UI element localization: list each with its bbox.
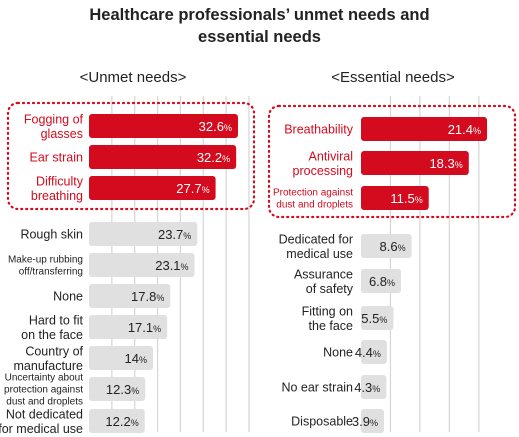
chart-title-line-1: Healthcare professionals’ unmet needs an… bbox=[89, 6, 430, 24]
essential-panel: <Essential needs> 21.4% Breathability 18.3%… bbox=[267, 69, 517, 433]
unmet-category-label: Ear strain bbox=[30, 151, 84, 165]
essential-value-label: 8.6% bbox=[380, 239, 406, 254]
essential-value-label: 21.4% bbox=[448, 122, 481, 137]
unmet-category-label: Make-up rubbing off/transferring bbox=[8, 255, 83, 278]
unmet-category-label: Rough skin bbox=[20, 228, 83, 242]
unmet-bar bbox=[89, 114, 238, 138]
unmet-bar bbox=[89, 346, 153, 370]
essential-category-label: Disposable bbox=[291, 415, 353, 429]
essential-value-label: 6.8% bbox=[369, 274, 395, 289]
essential-value-label: 4.3% bbox=[354, 380, 380, 395]
essential-bar bbox=[361, 269, 402, 293]
unmet-category-label: Not dedicated for medical use bbox=[0, 407, 83, 436]
essential-category-label: Antiviral processing bbox=[293, 149, 353, 178]
unmet-category-label: Hard to fit on the face bbox=[21, 313, 83, 342]
unmet-bar bbox=[89, 315, 168, 339]
essential-value-label: 11.5% bbox=[390, 191, 422, 206]
unmet-category-label: None bbox=[53, 290, 83, 304]
unmet-panel: <Unmet needs> 32.6% Fogging of glasses 32.2%… bbox=[0, 69, 256, 436]
unmet-value-label: 27.7% bbox=[176, 181, 209, 196]
unmet-value-label: 23.7% bbox=[158, 227, 191, 242]
essential-highlight-box bbox=[267, 104, 517, 219]
essential-bar bbox=[361, 340, 387, 364]
essential-bar bbox=[361, 186, 429, 210]
essential-category-label: None bbox=[323, 346, 353, 360]
essential-category-label: Assurance of safety bbox=[294, 267, 354, 296]
unmet-bar bbox=[89, 253, 195, 277]
chart-title: Healthcare professionals’ unmet needs an… bbox=[0, 4, 519, 48]
essential-bar bbox=[361, 375, 387, 399]
essential-bar bbox=[361, 306, 394, 330]
essential-category-label: No ear strain bbox=[281, 381, 353, 395]
unmet-value-label: 12.2% bbox=[105, 414, 138, 429]
essential-category-label: Dedicated for medical use bbox=[279, 232, 353, 260]
essential-category-label: Fitting on the face bbox=[302, 304, 353, 333]
essential-value-label: 18.3% bbox=[429, 156, 462, 171]
essential-category-label: Breathability bbox=[284, 123, 354, 137]
chart-title-line-2: essential needs bbox=[198, 28, 321, 46]
unmet-category-label: Country of manufacture bbox=[14, 344, 84, 373]
unmet-bar bbox=[89, 145, 237, 169]
essential-bar bbox=[361, 234, 412, 258]
essential-bar bbox=[361, 117, 488, 141]
unmet-value-label: 32.6% bbox=[199, 119, 232, 134]
essential-value-label: 5.5% bbox=[361, 311, 387, 326]
unmet-value-label: 12.3% bbox=[106, 382, 139, 397]
essential-panel-title: <Essential needs> bbox=[331, 69, 455, 86]
unmet-panel-title: <Unmet needs> bbox=[80, 69, 187, 86]
unmet-value-label: 14% bbox=[124, 351, 146, 366]
unmet-highlight-box bbox=[6, 101, 256, 211]
unmet-value-label: 17.1% bbox=[128, 320, 161, 335]
unmet-bar bbox=[89, 409, 145, 433]
unmet-bar bbox=[89, 176, 216, 200]
unmet-value-label: 23.1% bbox=[155, 258, 188, 273]
essential-value-label: 4.4% bbox=[355, 345, 381, 360]
essential-bar bbox=[361, 151, 469, 175]
unmet-category-label: Fogging of glasses bbox=[24, 112, 84, 141]
essential-value-label: 3.9% bbox=[352, 414, 378, 429]
unmet-bar bbox=[89, 284, 171, 308]
essential-bar bbox=[361, 409, 384, 433]
unmet-value-label: 32.2% bbox=[197, 150, 230, 165]
unmet-category-label: Difficulty breathing bbox=[31, 174, 84, 203]
unmet-bar bbox=[89, 377, 146, 401]
essential-category-label: Protection against dust and droplets bbox=[273, 188, 353, 211]
unmet-bar bbox=[89, 222, 198, 246]
unmet-category-label: Uncertainty about protection against dust … bbox=[4, 373, 83, 408]
unmet-value-label: 17.8% bbox=[131, 289, 164, 304]
